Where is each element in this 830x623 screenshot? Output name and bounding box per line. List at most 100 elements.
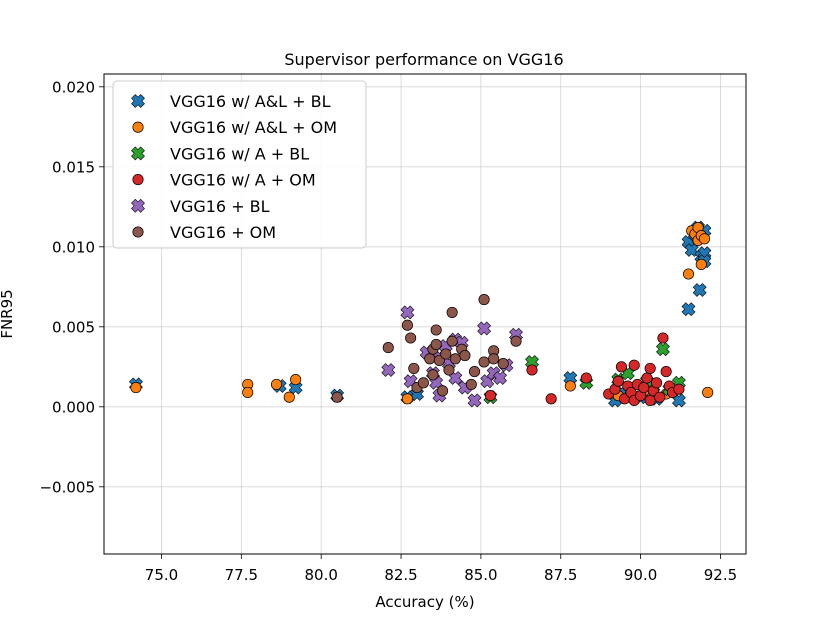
data-point xyxy=(440,348,452,360)
data-point xyxy=(563,371,578,385)
data-point xyxy=(638,382,650,394)
x-tick-label: 75.0 xyxy=(145,566,178,584)
legend-marker xyxy=(132,174,144,186)
legend-label: VGG16 + BL xyxy=(170,197,270,216)
data-point xyxy=(702,386,714,398)
data-point xyxy=(467,393,482,408)
data-point xyxy=(545,393,557,405)
data-point xyxy=(437,385,449,397)
data-point xyxy=(657,332,669,344)
data-point xyxy=(430,338,442,350)
legend-item: VGG16 + BL xyxy=(131,197,270,216)
y-tick-label: 0.005 xyxy=(52,318,95,336)
data-point xyxy=(692,283,707,297)
data-point xyxy=(446,306,458,318)
data-point xyxy=(644,394,656,406)
data-point xyxy=(510,335,522,347)
y-tick-label: −0.005 xyxy=(39,478,95,496)
series-5 xyxy=(331,294,522,403)
y-tick-label: 0.010 xyxy=(52,238,95,256)
data-point xyxy=(628,359,640,371)
legend: VGG16 w/ A&L + BL VGG16 w/ A&L + OM VGG16 … xyxy=(112,80,367,249)
data-point xyxy=(681,302,696,317)
legend-item: VGG16 w/ A + BL xyxy=(131,144,309,163)
data-point xyxy=(449,353,461,365)
data-point xyxy=(331,391,343,403)
data-point xyxy=(381,363,396,377)
x-tick-label: 92.5 xyxy=(704,566,737,584)
data-point xyxy=(497,358,509,370)
x-tick-label: 77.5 xyxy=(225,566,258,584)
data-point xyxy=(654,391,666,403)
axis-ticks: 75.0 77.5 80.0 82.5 85.0 87.5 90.0 92.5 −0.005 0.… xyxy=(39,78,737,584)
data-point xyxy=(612,375,624,387)
legend-item: VGG16 w/ A + OM xyxy=(132,171,316,190)
data-point xyxy=(672,393,686,408)
legend-marker xyxy=(131,146,145,161)
data-point xyxy=(270,378,283,390)
data-points xyxy=(129,220,714,408)
x-tick-label: 90.0 xyxy=(624,566,657,584)
data-point xyxy=(401,319,413,331)
data-point xyxy=(615,361,627,373)
legend-marker xyxy=(132,226,144,238)
data-point xyxy=(644,362,656,374)
data-point xyxy=(493,371,507,385)
data-point xyxy=(484,390,497,402)
data-point xyxy=(430,324,442,336)
x-axis-label: Accuracy (%) xyxy=(375,593,474,611)
data-point xyxy=(405,332,417,344)
data-point xyxy=(478,294,490,306)
x-tick-label: 85.0 xyxy=(464,566,497,584)
y-tick-label: 0.020 xyxy=(52,78,95,96)
legend-item: VGG16 w/ A&L + BL xyxy=(131,92,331,111)
data-point xyxy=(459,350,471,362)
legend-label: VGG16 w/ A + OM xyxy=(170,171,316,190)
legend-item: VGG16 + OM xyxy=(132,223,276,242)
data-point xyxy=(695,258,707,270)
y-axis-label: FNR95 xyxy=(0,289,16,338)
data-point xyxy=(242,386,254,398)
legend-label: VGG16 w/ A&L + BL xyxy=(170,92,331,111)
data-point xyxy=(400,305,415,320)
series-3 xyxy=(484,332,685,406)
data-point xyxy=(401,393,413,405)
legend-marker xyxy=(131,198,145,213)
chart-title: Supervisor performance on VGG16 xyxy=(284,50,563,69)
data-point xyxy=(660,366,672,378)
legend-label: VGG16 + OM xyxy=(170,223,276,242)
data-point xyxy=(526,364,538,376)
data-point xyxy=(130,382,142,394)
legend-marker xyxy=(131,94,145,108)
x-tick-label: 87.5 xyxy=(544,566,577,584)
data-point xyxy=(468,366,481,378)
data-point xyxy=(580,372,592,384)
data-point xyxy=(446,335,458,347)
data-point xyxy=(651,377,663,389)
data-point xyxy=(698,233,711,245)
x-tick-label: 82.5 xyxy=(384,566,417,584)
data-point xyxy=(382,342,394,354)
y-tick-label: 0.015 xyxy=(52,158,95,176)
data-point xyxy=(283,391,295,403)
legend-label: VGG16 w/ A + BL xyxy=(170,144,309,163)
data-point xyxy=(443,364,455,376)
legend-marker xyxy=(132,121,144,133)
data-point xyxy=(478,356,490,368)
data-point xyxy=(656,342,670,357)
plot-frame xyxy=(103,73,747,555)
data-point xyxy=(477,321,492,336)
data-point xyxy=(564,380,576,392)
data-point xyxy=(682,268,695,280)
data-point xyxy=(641,372,653,384)
data-point xyxy=(673,383,685,395)
data-point xyxy=(417,377,429,389)
data-point xyxy=(424,353,436,365)
data-point xyxy=(465,378,477,390)
data-point xyxy=(408,362,420,374)
data-point xyxy=(525,355,539,369)
y-tick-label: 0.000 xyxy=(52,398,95,416)
data-point xyxy=(488,353,500,365)
data-point xyxy=(290,374,302,386)
